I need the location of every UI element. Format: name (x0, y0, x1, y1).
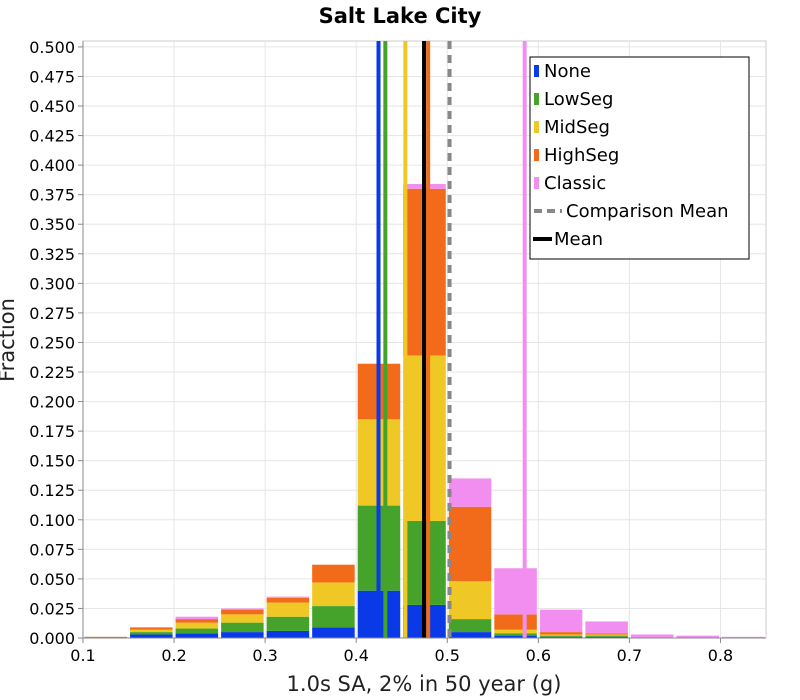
y-tick-label: 0.025 (29, 599, 75, 618)
x-tick-label: 0.1 (70, 646, 95, 665)
bar-segment-midseg (221, 614, 264, 623)
bar-segment-lowseg (585, 635, 628, 637)
bar-segment-lowseg (221, 622, 264, 633)
x-tick-label: 0.5 (435, 646, 460, 665)
y-tick-label: 0.250 (29, 333, 75, 352)
x-tick-label: 0.8 (708, 646, 733, 665)
bar-segment-classic (676, 635, 719, 638)
bar-segment-lowseg (539, 635, 583, 637)
y-tick-label: 0.400 (29, 156, 75, 175)
bar-segment-lowseg (494, 633, 537, 636)
x-axis-title: 1.0s SA, 2% in 50 year (g) (287, 672, 562, 696)
y-tick-label: 0.425 (29, 127, 75, 146)
bar-segment-none (130, 634, 173, 638)
x-tick-label: 0.6 (526, 646, 551, 665)
bar-segment-classic (539, 609, 583, 633)
legend-label-mean: Mean (554, 229, 603, 250)
bar-segment-highseg (175, 619, 219, 623)
bar-segment-classic (721, 636, 765, 638)
bar-segment-midseg (266, 602, 310, 617)
bar-segment-highseg (448, 506, 492, 582)
y-tick-label: 0.125 (29, 481, 75, 500)
bar-segment-classic (175, 616, 219, 620)
bar-segment-none (448, 632, 492, 638)
bar-segment-midseg (539, 634, 583, 636)
y-tick-label: 0.300 (29, 274, 75, 293)
y-tick-label: 0.175 (29, 422, 75, 441)
bar-segment-classic (630, 634, 674, 638)
bar-segment-none (175, 633, 219, 638)
legend-label-classic: Classic (544, 173, 606, 194)
legend-label-midseg: MidSeg (544, 117, 610, 138)
y-tick-label: 0.150 (29, 452, 75, 471)
y-tick-label: 0.225 (29, 363, 75, 382)
legend-label-lowseg: LowSeg (544, 89, 613, 110)
bar-segment-classic (585, 621, 628, 634)
bar-segment-highseg (266, 597, 310, 603)
y-tick-label: 0.325 (29, 245, 75, 264)
y-axis: 0.000 0.025 0.050 0.075 0.100 0.125 0.150 0.175… (29, 38, 84, 648)
legend-swatch-lowseg (534, 93, 539, 105)
y-axis-title: Fraction (0, 298, 19, 382)
bar-segment-none (539, 636, 583, 638)
legend-swatch-midseg (534, 121, 539, 133)
bar-segment-highseg (585, 633, 628, 635)
bar-segment-lowseg (175, 628, 219, 634)
x-axis: 0.1 0.2 0.3 0.4 0.5 0.6 0.7 0.8 (70, 637, 766, 665)
legend-swatch-none (534, 65, 539, 77)
y-tick-label: 0.000 (29, 629, 75, 648)
bar-segment-midseg (448, 581, 492, 620)
bar-segment-highseg (84, 636, 128, 638)
x-tick-label: 0.2 (161, 646, 186, 665)
y-tick-label: 0.450 (29, 97, 75, 116)
y-tick-label: 0.475 (29, 67, 75, 86)
bar-segment-classic (266, 596, 310, 598)
legend-label-comparison-mean: Comparison Mean (566, 201, 729, 222)
bar-segment-classic (494, 568, 537, 615)
bar-segment-midseg (130, 629, 173, 633)
bar-segment-none (585, 636, 628, 638)
legend-swatch-highseg (534, 149, 539, 161)
bar-segment-none (494, 635, 537, 638)
legend-swatch-classic (534, 177, 539, 189)
y-tick-label: 0.200 (29, 393, 75, 412)
bar-segment-midseg (175, 622, 219, 629)
bar-segment-lowseg (312, 606, 355, 628)
bar-segment-lowseg (130, 632, 173, 635)
bar-segment-midseg (312, 582, 355, 607)
chart-title: Salt Lake City (319, 4, 482, 28)
bar-segment-classic (221, 608, 264, 610)
x-tick-label: 0.4 (343, 646, 368, 665)
bar-segment-highseg (539, 632, 583, 635)
y-tick-label: 0.275 (29, 304, 75, 323)
bar-segment-classic (448, 478, 492, 507)
legend: None LowSeg MidSeg HighSeg Classic Comparison… (529, 56, 750, 260)
y-tick-label: 0.375 (29, 186, 75, 205)
y-tick-label: 0.100 (29, 511, 75, 530)
y-tick-label: 0.075 (29, 540, 75, 559)
y-tick-label: 0.500 (29, 38, 75, 57)
y-tick-label: 0.350 (29, 215, 75, 234)
bar-segment-highseg (221, 609, 264, 615)
bar-segment-none (312, 627, 355, 638)
bar-segment-highseg (494, 614, 537, 630)
bar-segment-none (221, 632, 264, 638)
legend-label-highseg: HighSeg (544, 145, 619, 166)
bar-segment-highseg (130, 627, 173, 630)
legend-box (529, 56, 750, 260)
bar-segment-none (266, 630, 310, 638)
legend-label-none: None (544, 61, 591, 82)
bar-segment-lowseg (448, 619, 492, 633)
x-tick-label: 0.3 (252, 646, 277, 665)
mean-lines-group (376, 41, 527, 638)
x-tick-label: 0.7 (617, 646, 642, 665)
y-tick-label: 0.050 (29, 570, 75, 589)
bar-segment-highseg (312, 564, 355, 583)
bar-segment-midseg (494, 629, 537, 634)
bar-segment-lowseg (266, 616, 310, 631)
bar-segment-midseg (585, 634, 628, 636)
